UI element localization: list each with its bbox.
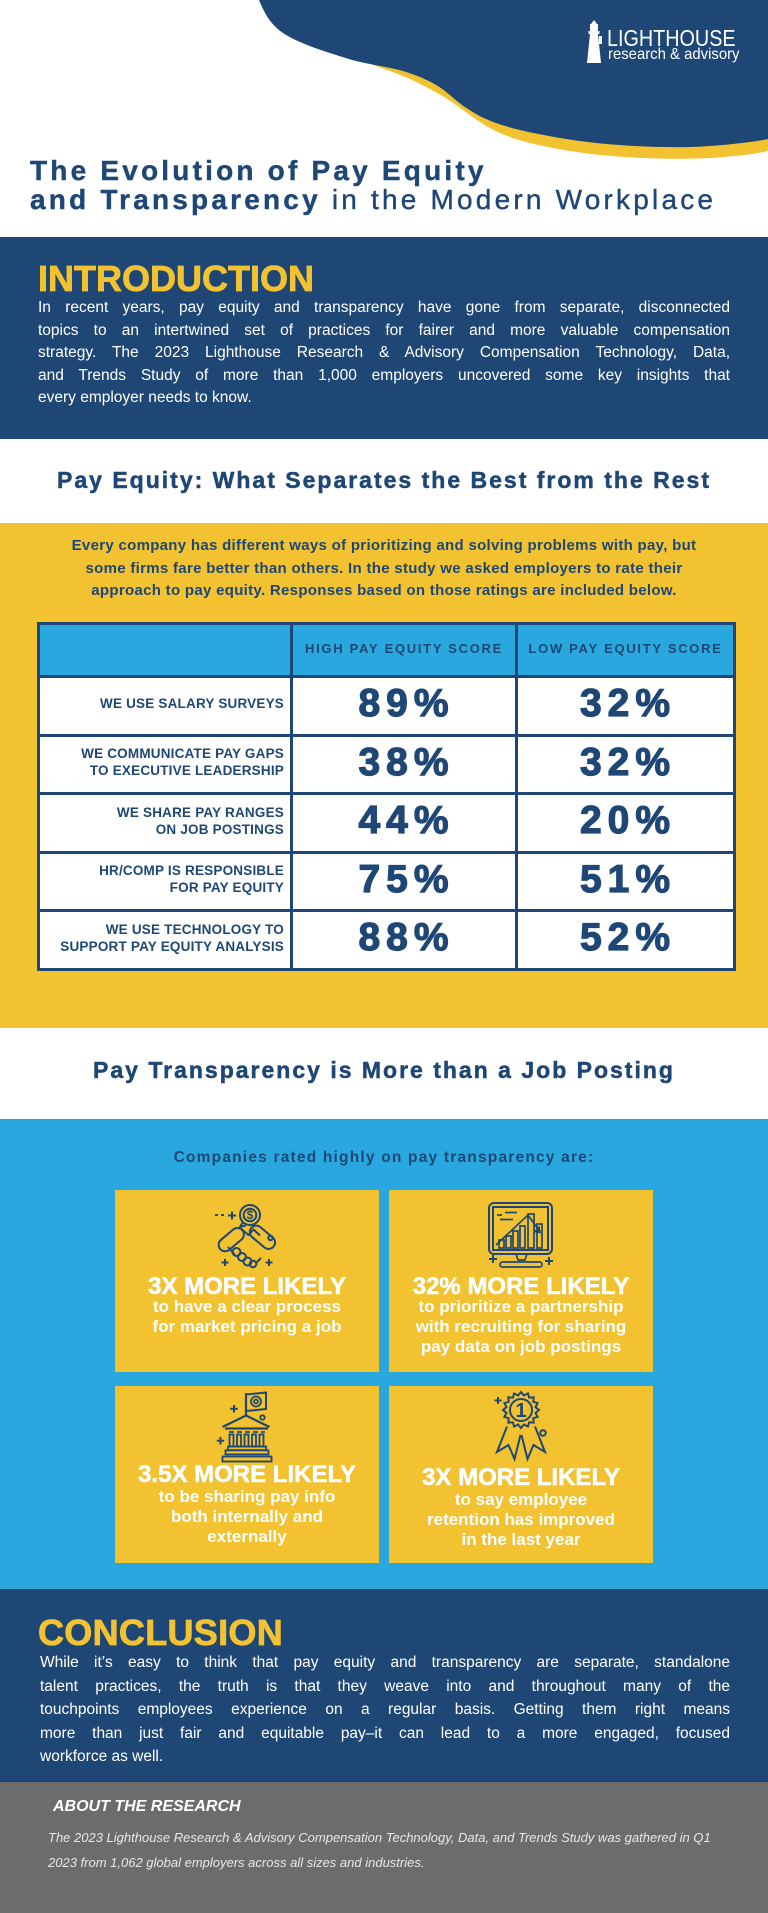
svg-text:1: 1 <box>515 1400 526 1422</box>
svg-text:$: $ <box>247 1208 254 1222</box>
